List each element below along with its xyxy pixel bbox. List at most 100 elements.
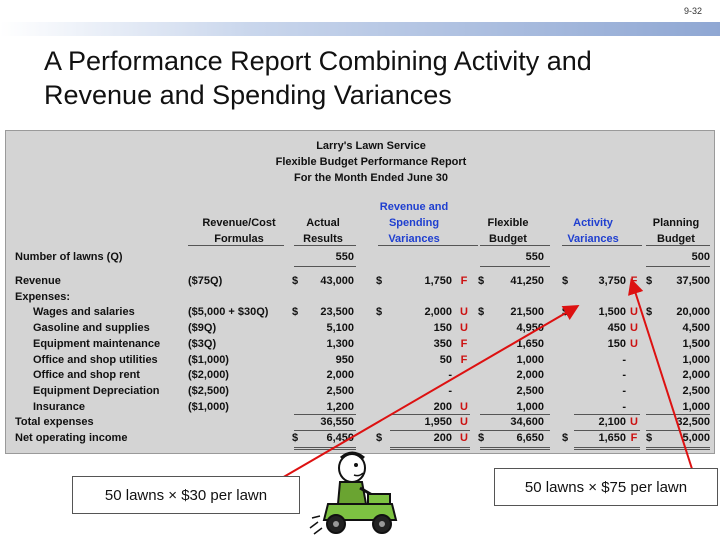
cell-rs-variance: 1,750	[424, 275, 452, 287]
variance-flag: F	[460, 353, 468, 366]
cell-rs-variance: -	[448, 384, 452, 397]
slide-title: A Performance Report Combining Activity …	[44, 46, 592, 110]
expense-label: Office and shop utilities	[33, 353, 158, 366]
rule	[390, 414, 470, 416]
expenses-label: Expenses:	[15, 290, 71, 303]
double-rule	[646, 446, 710, 450]
slide-number: 9-32	[683, 6, 702, 16]
dollar-sign: $	[562, 275, 569, 287]
cell-planning: 4,500	[682, 322, 710, 335]
header-formulas: Revenue/Cost Formulas	[202, 217, 276, 245]
dollar-sign: $	[562, 306, 569, 319]
dollar-sign: $	[292, 275, 299, 287]
variance-flag: U	[460, 432, 468, 444]
variance-flag: U	[630, 416, 638, 429]
cell-rs-variance: 2,000	[424, 306, 452, 319]
rule	[294, 430, 356, 431]
cell-formula: ($5,000 + $30Q)	[188, 306, 269, 319]
cell-formula: ($9Q)	[188, 322, 217, 335]
rule	[480, 245, 550, 246]
dollar-sign: $	[478, 306, 485, 319]
cell-rs-variance: 50	[439, 353, 452, 366]
rule	[480, 414, 550, 416]
variance-flag: U	[460, 306, 468, 319]
dollar-sign: $	[478, 432, 485, 444]
variance-flag: F	[460, 275, 468, 287]
row-label: Net operating income	[15, 432, 128, 444]
dollar-sign: $	[646, 275, 653, 287]
cell-rs-variance: 1,950	[424, 416, 452, 429]
double-rule	[480, 446, 550, 450]
cell-activity-variance: -	[622, 400, 626, 413]
report-panel: Larry's Lawn Service Flexible Budget Per…	[5, 130, 715, 454]
report-period: For the Month Ended June 30	[293, 172, 448, 184]
header-band	[0, 22, 720, 36]
cell-actual: 6,450	[326, 432, 354, 444]
expense-label: Insurance	[33, 400, 85, 413]
cell-planning: 500	[691, 251, 710, 263]
cell-formula: ($1,000)	[188, 353, 229, 366]
rule	[646, 430, 710, 431]
dollar-sign: $	[562, 432, 569, 444]
cell-flexible: 550	[525, 251, 544, 263]
rule	[294, 266, 356, 267]
rule	[574, 414, 640, 416]
cell-flexible: 41,250	[510, 275, 544, 287]
rule	[646, 245, 710, 246]
header-planning: Planning Budget	[652, 217, 700, 245]
cell-formula: ($75Q)	[188, 275, 223, 287]
variance-flag: U	[460, 416, 468, 429]
callout-left: 50 lawns × $30 per lawn	[72, 476, 300, 514]
row-label: Total expenses	[15, 416, 94, 429]
cell-flexible: 21,500	[510, 306, 544, 319]
cell-actual: 1,300	[326, 337, 354, 350]
cell-actual: 5,100	[326, 322, 354, 335]
cell-flexible: 2,000	[516, 369, 544, 382]
cell-planning: 20,000	[676, 306, 710, 319]
report-company: Larry's Lawn Service	[316, 140, 426, 152]
callout-right: 50 lawns × $75 per lawn	[494, 468, 718, 506]
dollar-sign: $	[376, 306, 383, 319]
cell-formula: ($1,000)	[188, 400, 229, 413]
rule	[294, 245, 356, 246]
cell-planning: 1,500	[682, 337, 710, 350]
variance-flag: U	[630, 337, 638, 350]
cell-actual: 2,500	[326, 384, 354, 397]
cell-planning: 2,500	[682, 384, 710, 397]
dollar-sign: $	[376, 432, 383, 444]
rule	[480, 266, 550, 267]
double-rule	[574, 446, 640, 450]
cell-activity-variance: 2,100	[598, 416, 626, 429]
cell-flexible: 1,650	[516, 337, 544, 350]
variance-flag: U	[630, 322, 638, 335]
cell-flexible: 34,600	[510, 416, 544, 429]
cell-actual: 2,000	[326, 369, 354, 382]
cell-activity-variance: -	[622, 384, 626, 397]
cell-flexible: 2,500	[516, 384, 544, 397]
header-rs-variances: Revenue and Spending Variances	[379, 201, 449, 245]
cell-activity-variance: 1,500	[598, 306, 626, 319]
variance-flag: U	[460, 322, 468, 335]
variance-flag: U	[630, 306, 638, 319]
cell-planning: 2,000	[682, 369, 710, 382]
rule	[646, 414, 710, 416]
variance-flag: F	[460, 337, 468, 350]
cell-activity-variance: 1,650	[598, 432, 626, 444]
cell-formula: ($2,000)	[188, 369, 229, 382]
cell-activity-variance: -	[622, 369, 626, 382]
header-flexible: Flexible Budget	[487, 217, 529, 245]
dollar-sign: $	[376, 275, 383, 287]
dollar-sign: $	[478, 275, 485, 287]
row-label: Revenue	[15, 275, 61, 287]
cell-flexible: 4,950	[516, 322, 544, 335]
cell-rs-variance: 200	[433, 432, 452, 444]
cell-activity-variance: -	[622, 353, 626, 366]
cell-activity-variance: 3,750	[598, 275, 626, 287]
expense-label: Wages and salaries	[33, 306, 135, 319]
rule	[480, 430, 550, 431]
expense-label: Gasoline and supplies	[33, 322, 150, 335]
cell-planning: 32,500	[676, 416, 710, 429]
cell-rs-variance: 350	[433, 337, 452, 350]
variance-flag: F	[630, 432, 638, 444]
expense-label: Equipment maintenance	[33, 337, 161, 350]
